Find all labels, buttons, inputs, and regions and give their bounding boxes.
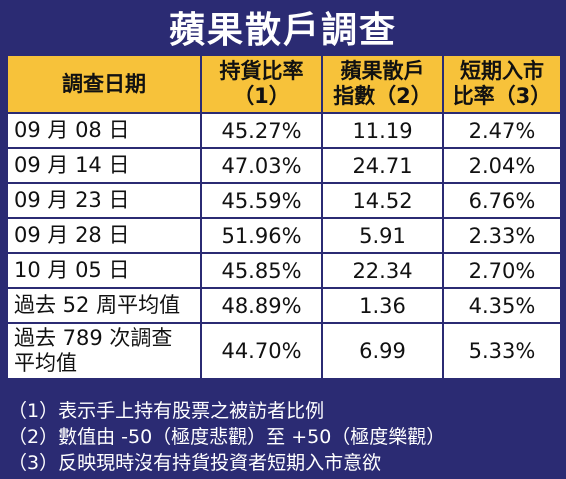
table-row: 09 月 28 日 51.96% 5.91 2.33% <box>6 217 562 254</box>
date-cell: 09 月 28 日 <box>6 217 202 254</box>
date-cell: 09 月 08 日 <box>6 112 202 149</box>
table-row: 10 月 05 日 45.85% 22.34 2.70% <box>6 252 562 289</box>
header-retail-index: 蘋果散戶 指數（2） <box>321 54 444 114</box>
entry-ratio-cell: 2.47% <box>442 112 562 149</box>
retail-index-cell: 1.36 <box>321 287 444 324</box>
entry-ratio-cell: 2.70% <box>442 252 562 289</box>
footnote: （1）表示手上持有股票之被訪者比例 <box>8 400 325 422</box>
date-cell: 10 月 05 日 <box>6 252 202 289</box>
header-label: 調查日期 <box>62 71 146 96</box>
entry-ratio-cell: 4.35% <box>442 287 562 324</box>
entry-ratio-cell: 6.76% <box>442 182 562 219</box>
page-title: 蘋果散戶調查 <box>168 10 397 51</box>
date-text: 過去 52 周平均值 <box>14 293 181 317</box>
footnote: （3）反映現時沒有持貨投資者短期入市意欲 <box>8 452 382 474</box>
table-row: 09 月 08 日 45.27% 11.19 2.47% <box>6 112 562 149</box>
holding-ratio-cell: 44.70% <box>200 322 323 380</box>
retail-index-cell: 24.71 <box>321 147 444 184</box>
retail-index-cell: 11.19 <box>321 112 444 149</box>
table-row: 過去 52 周平均值 48.89% 1.36 4.35% <box>6 287 562 324</box>
date-text: 09 月 08 日 <box>14 118 130 142</box>
date-cell: 09 月 14 日 <box>6 147 202 184</box>
holding-ratio-cell: 51.96% <box>200 217 323 254</box>
header-note-ref: （1） <box>233 84 290 108</box>
header-holding-ratio: 持貨比率 （1） <box>200 54 323 114</box>
table-row: 09 月 14 日 47.03% 24.71 2.04% <box>6 147 562 184</box>
retail-index-cell: 5.91 <box>321 217 444 254</box>
holding-ratio-cell: 45.85% <box>200 252 323 289</box>
holding-ratio-cell: 45.59% <box>200 182 323 219</box>
header-label: 短期入市 <box>460 59 544 83</box>
survey-table: 調查日期 持貨比率 （1） 蘋果散戶 指數（2） 短期入市 比率（3） <box>6 54 562 380</box>
entry-ratio-cell: 5.33% <box>442 322 562 380</box>
table-row: 09 月 23 日 45.59% 14.52 6.76% <box>6 182 562 219</box>
retail-index-cell: 22.34 <box>321 252 444 289</box>
header-label: 持貨比率 <box>219 59 304 83</box>
date-cell: 09 月 23 日 <box>6 182 202 219</box>
date-text: 09 月 23 日 <box>14 188 130 212</box>
date-cell: 過去 789 次調查 平均值 <box>6 322 202 380</box>
retail-index-cell: 14.52 <box>321 182 444 219</box>
header-note-ref: 比率（3） <box>452 84 552 108</box>
date-text: 09 月 28 日 <box>14 223 130 247</box>
date-text: 過去 789 次調查 <box>14 326 173 350</box>
date-text: 09 月 14 日 <box>14 153 130 177</box>
retail-index-cell: 6.99 <box>321 322 444 380</box>
entry-ratio-cell: 2.04% <box>442 147 562 184</box>
entry-ratio-cell: 2.33% <box>442 217 562 254</box>
date-text: 10 月 05 日 <box>14 258 130 282</box>
header-note-ref: 指數（2） <box>333 84 432 108</box>
holding-ratio-cell: 47.03% <box>200 147 323 184</box>
table-row: 過去 789 次調查 平均值 44.70% 6.99 5.33% <box>6 322 562 380</box>
header-survey-date: 調查日期 <box>6 54 202 114</box>
holding-ratio-cell: 45.27% <box>200 112 323 149</box>
holding-ratio-cell: 48.89% <box>200 287 323 324</box>
header-row: 調查日期 持貨比率 （1） 蘋果散戶 指數（2） 短期入市 比率（3） <box>6 54 562 114</box>
footnotes: （1）表示手上持有股票之被訪者比例 （2）數值由 -50（極度悲觀）至 +50（… <box>8 398 560 476</box>
date-text-continued: 平均值 <box>14 351 77 375</box>
footnote: （2）數值由 -50（極度悲觀）至 +50（極度樂觀） <box>8 426 446 448</box>
date-cell: 過去 52 周平均值 <box>6 287 202 324</box>
header-label: 蘋果散戶 <box>340 59 425 83</box>
header-entry-ratio: 短期入市 比率（3） <box>442 54 562 114</box>
